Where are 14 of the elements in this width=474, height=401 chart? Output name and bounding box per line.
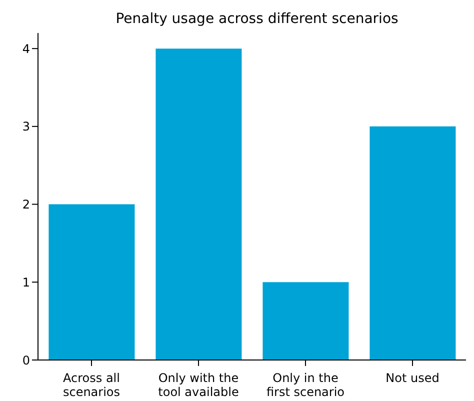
x-tick-label: Only with the tool available [158,371,239,399]
x-tick-label: Across all scenarios [62,371,120,399]
y-tick-label: 4 [22,42,30,56]
y-tick-label: 3 [22,120,30,134]
bar [262,282,349,360]
y-tick-label: 2 [22,198,30,212]
bar [370,126,456,360]
x-tick-label: Not used [386,371,440,385]
chart-title: Penalty usage across different scenarios [114,10,400,29]
bar [156,48,242,360]
y-tick-label: 1 [22,275,30,290]
y-tick-label: 0 [22,353,30,368]
bar [48,204,135,360]
x-tick-label: Only in the first scenario [266,371,345,399]
